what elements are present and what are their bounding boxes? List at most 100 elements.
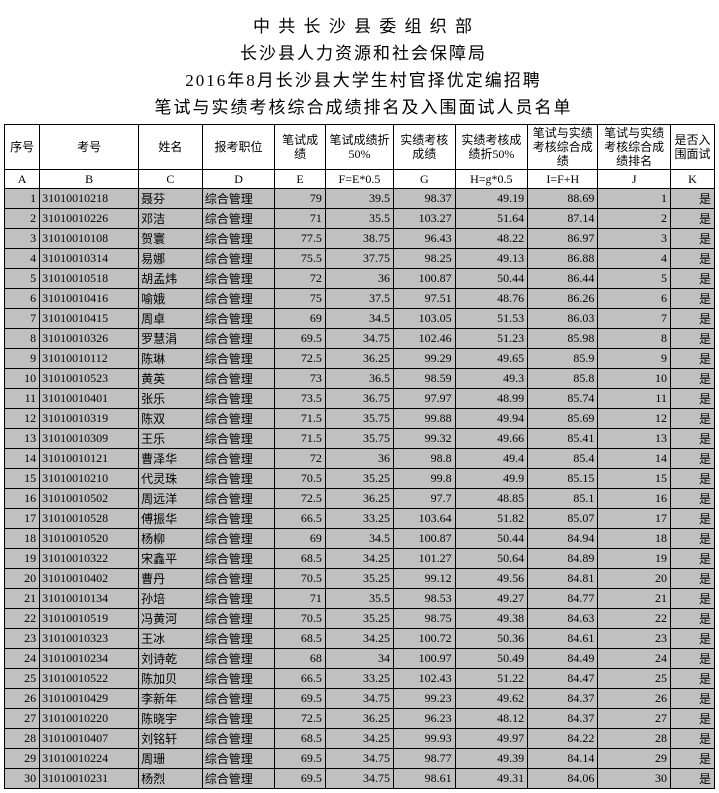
cell: 23 (5, 629, 40, 649)
cell: 31010010323 (40, 629, 139, 649)
cell: 21 (598, 589, 671, 609)
cell: 49.39 (455, 749, 528, 769)
cell: 30 (598, 769, 671, 789)
cell: 49.4 (455, 449, 528, 469)
cell: 70.5 (275, 609, 326, 629)
cell: 20 (5, 569, 40, 589)
table-row: 831010010326罗慧涓综合管理69.534.75102.4651.238… (5, 329, 715, 349)
cell: 31010010401 (40, 389, 139, 409)
table-row: 631010010416喻娥综合管理7537.597.5148.7686.266… (5, 289, 715, 309)
cell: 2 (5, 209, 40, 229)
cell: 15 (598, 469, 671, 489)
cell: 31010010108 (40, 229, 139, 249)
cell: 71.5 (275, 429, 326, 449)
cell: 36.75 (325, 389, 393, 409)
cell: 8 (5, 329, 40, 349)
cell: 是 (670, 549, 714, 569)
cell: 是 (670, 389, 714, 409)
cell: 96.23 (394, 709, 456, 729)
cell: 综合管理 (202, 229, 275, 249)
cell: 85.69 (528, 409, 598, 429)
cell: 是 (670, 229, 714, 249)
cell: 31010010134 (40, 589, 139, 609)
cell: 73.5 (275, 389, 326, 409)
cell: 31010010234 (40, 649, 139, 669)
cell: 66.5 (275, 509, 326, 529)
cell: 99.23 (394, 689, 456, 709)
cell: 是 (670, 769, 714, 789)
cell: 35.25 (325, 569, 393, 589)
cell: 综合管理 (202, 649, 275, 669)
cell: 综合管理 (202, 449, 275, 469)
cell: 是 (670, 669, 714, 689)
letter-row: A B C D E F=E*0.5 G H=g*0.5 I=F+H J K (5, 170, 715, 189)
table-row: 2631010010429李新年综合管理69.534.7599.2349.628… (5, 689, 715, 709)
cell: 26 (5, 689, 40, 709)
cell: 王乐 (139, 429, 203, 449)
cell: 7 (598, 309, 671, 329)
cell: 85.41 (528, 429, 598, 449)
table-row: 931010010112陈琳综合管理72.536.2599.2949.6585.… (5, 349, 715, 369)
cell: 综合管理 (202, 529, 275, 549)
col-header: 姓名 (139, 125, 203, 170)
table-row: 1631010010502周远洋综合管理72.536.2597.748.8585… (5, 489, 715, 509)
cell: 是 (670, 289, 714, 309)
cell: 是 (670, 189, 714, 209)
cell: 100.97 (394, 649, 456, 669)
cell: 69 (275, 529, 326, 549)
cell: 是 (670, 629, 714, 649)
table-row: 2331010010323王冰综合管理68.534.25100.7250.368… (5, 629, 715, 649)
cell: 36.25 (325, 709, 393, 729)
cell: 31010010518 (40, 269, 139, 289)
cell: 31010010326 (40, 329, 139, 349)
cell: 罗慧涓 (139, 329, 203, 349)
cell: 50.44 (455, 529, 528, 549)
table-row: 2531010010522陈加贝综合管理66.533.25102.4351.22… (5, 669, 715, 689)
cell: 31010010226 (40, 209, 139, 229)
cell: 综合管理 (202, 769, 275, 789)
cell: 86.88 (528, 249, 598, 269)
cell: 是 (670, 489, 714, 509)
col-letter: K (670, 170, 714, 189)
table-row: 531010010518胡孟炜综合管理7236100.8750.4486.445… (5, 269, 715, 289)
cell: 72.5 (275, 489, 326, 509)
table-row: 231010010226邓洁综合管理7135.5103.2751.6487.14… (5, 209, 715, 229)
cell: 84.49 (528, 649, 598, 669)
table-row: 1131010010401张乐综合管理73.536.7597.9748.9985… (5, 389, 715, 409)
cell: 34.25 (325, 629, 393, 649)
cell: 31010010523 (40, 369, 139, 389)
cell: 98.8 (394, 449, 456, 469)
cell: 36 (325, 449, 393, 469)
cell: 31010010218 (40, 189, 139, 209)
cell: 综合管理 (202, 289, 275, 309)
cell: 31010010210 (40, 469, 139, 489)
cell: 85.9 (528, 349, 598, 369)
cell: 是 (670, 709, 714, 729)
cell: 75.5 (275, 249, 326, 269)
cell: 85.15 (528, 469, 598, 489)
cell: 张乐 (139, 389, 203, 409)
cell: 97.97 (394, 389, 456, 409)
table-row: 1431010010121曹泽华综合管理723698.849.485.414是 (5, 449, 715, 469)
cell: 31010010519 (40, 609, 139, 629)
cell: 25 (5, 669, 40, 689)
cell: 30 (5, 769, 40, 789)
cell: 79 (275, 189, 326, 209)
cell: 是 (670, 249, 714, 269)
col-header: 笔试成绩 (275, 125, 326, 170)
table-row: 1531010010210代灵珠综合管理70.535.2599.849.985.… (5, 469, 715, 489)
cell: 周珊 (139, 749, 203, 769)
cell: 49.3 (455, 369, 528, 389)
cell: 84.94 (528, 529, 598, 549)
cell: 10 (598, 369, 671, 389)
cell: 102.46 (394, 329, 456, 349)
cell: 85.98 (528, 329, 598, 349)
cell: 23 (598, 629, 671, 649)
cell: 13 (5, 429, 40, 449)
cell: 51.82 (455, 509, 528, 529)
cell: 48.99 (455, 389, 528, 409)
cell: 是 (670, 689, 714, 709)
cell: 综合管理 (202, 509, 275, 529)
cell: 曹泽华 (139, 449, 203, 469)
cell: 31010010416 (40, 289, 139, 309)
